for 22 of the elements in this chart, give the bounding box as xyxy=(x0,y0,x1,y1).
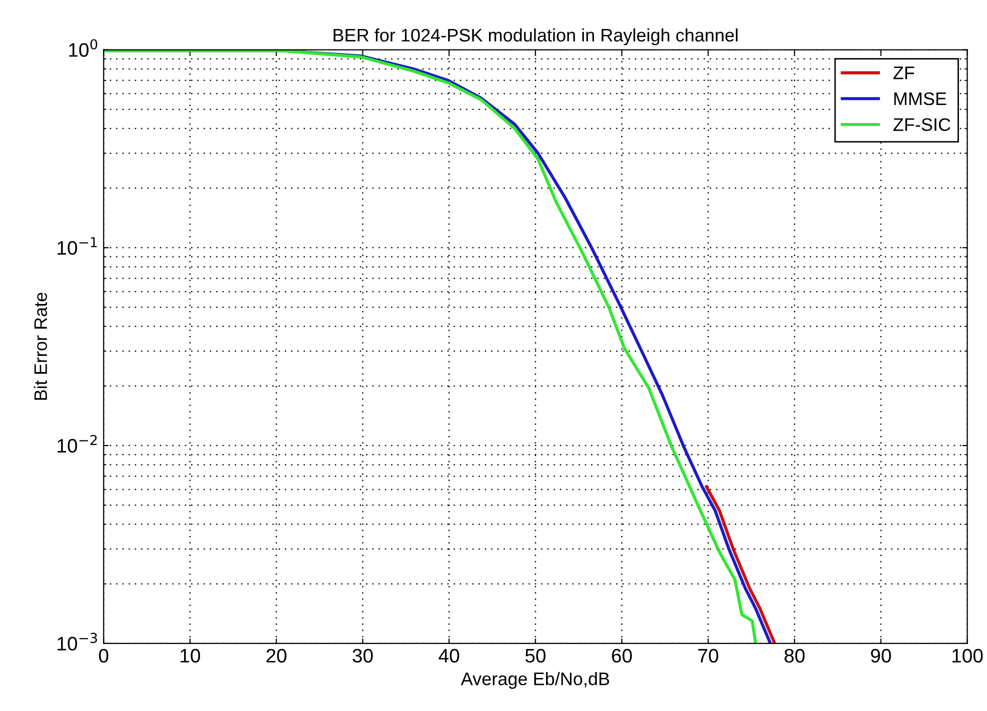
x-tick-label: 10 xyxy=(180,648,200,663)
x-tick-label: 30 xyxy=(352,648,373,663)
line-series xyxy=(704,485,776,644)
y-tick-label: 10$^{−2}$ xyxy=(58,434,97,453)
y-tick-label: 10$^{0}$ xyxy=(69,39,98,57)
x-tick-label: 0 xyxy=(98,648,108,663)
y-tick-label: 10$^{−3}$ xyxy=(58,632,97,651)
x-tick-label: 40 xyxy=(438,648,460,663)
x-tick-label: 80 xyxy=(784,648,805,663)
x-tick-label: 50 xyxy=(525,648,546,663)
chart-title: BER for 1024-PSK modulation in Rayleigh channel xyxy=(334,28,738,46)
legend-label: ZF xyxy=(893,66,914,80)
x-tick-label: 100 xyxy=(952,648,983,663)
x-tick-label: 90 xyxy=(870,648,891,663)
x-tick-label: 60 xyxy=(612,648,632,663)
x-axis-title: Average Eb/No,dB xyxy=(460,672,610,689)
x-tick-label: 70 xyxy=(698,648,718,663)
legend-label: ZF-SIC xyxy=(893,118,950,131)
y-tick-label: 10$^{−1}$ xyxy=(58,237,97,255)
legend-label: MMSE xyxy=(894,92,946,106)
x-tick-label: 20 xyxy=(266,648,286,663)
y-axis-title: Bit Error Rate xyxy=(34,292,48,400)
